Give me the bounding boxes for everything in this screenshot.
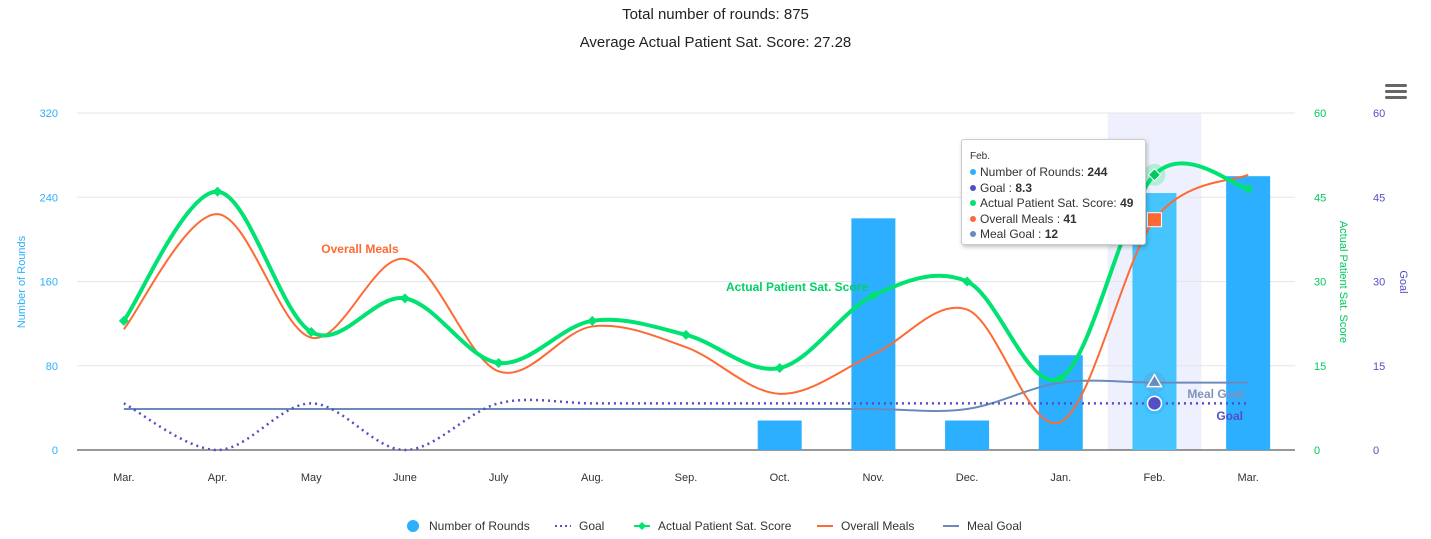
bar-number-of-rounds — [945, 420, 990, 450]
goal-axis-title: Goal — [1397, 270, 1409, 293]
sat-score-marker — [774, 362, 785, 373]
goal-axis-tick: 45 — [1373, 192, 1385, 204]
chart-subtitle: Average Actual Patient Sat. Score: 27.28 — [579, 34, 852, 51]
chart-title: Total number of rounds: 875 — [622, 6, 809, 23]
goal-axis-tick: 15 — [1373, 361, 1385, 373]
tooltip-label: Overall Meals : — [980, 211, 1064, 226]
right-axis-tick: 15 — [1314, 361, 1326, 373]
sat-score-hover-marker — [1147, 168, 1162, 182]
tooltip-value: 49 — [1120, 196, 1134, 210]
right-axis-tick: 45 — [1314, 192, 1326, 204]
left-axis-tick: 80 — [46, 361, 58, 373]
series-label-meal-goal: Meal Goal — [1187, 387, 1244, 401]
x-axis-label: Sep. — [675, 472, 698, 484]
tooltip-row: Number of Rounds: 244 — [970, 165, 1137, 181]
goal-axis-tick: 60 — [1373, 108, 1385, 120]
x-axis-label: Dec. — [956, 472, 979, 484]
x-axis-label: June — [393, 472, 417, 484]
x-axis-label: Mar. — [1237, 472, 1258, 484]
x-axis-label: Nov. — [862, 472, 884, 484]
right-axis-tick: 30 — [1314, 277, 1326, 289]
x-axis-label: Feb. — [1143, 472, 1165, 484]
tooltip-value: 12 — [1044, 227, 1059, 241]
tooltip-value: 41 — [1063, 211, 1077, 226]
goal-hover-marker — [1146, 395, 1163, 412]
x-axis-label: July — [489, 472, 509, 484]
series-label-overall-meals: Overall Meals — [321, 242, 399, 256]
tooltip-label: Actual Patient Sat. Score: — [980, 196, 1121, 210]
tooltip-label: Meal Goal : — [980, 227, 1045, 241]
series-dot-icon — [970, 184, 976, 191]
legend-item-number-of-rounds[interactable]: Number of Rounds — [429, 519, 530, 533]
x-axis-label: Jan. — [1050, 472, 1071, 484]
x-axis-label: May — [301, 472, 322, 484]
x-axis-label: Oct. — [770, 472, 790, 484]
series-label-sat-score: Actual Patient Sat. Score — [726, 280, 868, 294]
tooltip-row: Overall Meals : 41 — [970, 212, 1137, 228]
series-label-goal: Goal — [1216, 409, 1243, 423]
sat-score-marker — [1243, 183, 1254, 194]
tooltip-row: Meal Goal : 12 — [970, 227, 1137, 243]
x-axis-label: Mar. — [113, 472, 134, 484]
legend-item-overall-meals[interactable]: Overall Meals — [841, 519, 914, 533]
bar-number-of-rounds — [851, 218, 896, 450]
sat-score-marker — [587, 315, 598, 326]
series-line-actual-patient-sat-score — [122, 161, 1249, 383]
sat-score-marker — [868, 290, 879, 301]
sat-score-marker — [118, 315, 129, 326]
series-dot-icon — [970, 169, 976, 175]
series-dot-icon — [970, 200, 976, 206]
sat-score-marker — [681, 329, 691, 340]
tooltip-row: Actual Patient Sat. Score: 49 — [970, 196, 1137, 212]
goal-axis-tick: 0 — [1373, 445, 1379, 457]
right-axis-title: Actual Patient Sat. Score — [1337, 221, 1349, 343]
overall-meals-hover-marker — [1146, 212, 1162, 228]
meal-goal-hover-marker — [1146, 373, 1163, 388]
series-dot-icon — [970, 215, 976, 222]
left-axis-title: Number of Rounds — [16, 235, 28, 328]
right-axis-tick: 0 — [1314, 445, 1320, 457]
series-dot-icon — [970, 231, 976, 237]
tooltip-header: Feb. — [970, 151, 991, 162]
left-axis-tick: 320 — [40, 108, 58, 120]
sat-score-marker — [399, 293, 410, 304]
right-axis-tick: 60 — [1314, 108, 1326, 120]
bar-number-of-rounds — [757, 420, 802, 450]
series-line-overall-meals — [123, 173, 1249, 425]
sat-score-marker — [493, 357, 504, 368]
legend-symbol-number-of-rounds — [407, 520, 419, 532]
sat-score-marker — [306, 327, 317, 338]
goal-axis-tick: 30 — [1373, 277, 1385, 289]
legend-item-actual-patient-sat-score[interactable]: Actual Patient Sat. Score — [658, 519, 792, 533]
tooltip-row: Goal : 8.3 — [970, 181, 1137, 197]
x-axis-label: Aug. — [581, 472, 604, 484]
legend-item-meal-goal[interactable]: Meal Goal — [967, 519, 1022, 533]
sat-score-marker — [1055, 373, 1066, 384]
tooltip-value: 8.3 — [1015, 180, 1033, 195]
legend-item-goal[interactable]: Goal — [579, 519, 604, 533]
hamburger-menu-icon[interactable] — [1385, 84, 1407, 102]
legend-symbol-diamond — [638, 522, 646, 530]
left-axis-tick: 160 — [40, 277, 58, 289]
tooltip-label: Goal : — [980, 180, 1016, 195]
x-axis-label: Apr. — [208, 472, 228, 484]
left-axis-tick: 240 — [40, 192, 58, 204]
tooltip-label: Number of Rounds: — [980, 165, 1088, 179]
tooltip-value: 244 — [1087, 165, 1108, 179]
left-axis-tick: 0 — [52, 445, 58, 457]
tooltip: Feb. Number of Rounds: 244 Goal : 8.3 Actu… — [961, 139, 1146, 245]
sat-score-marker — [212, 186, 223, 197]
sat-score-marker — [962, 276, 973, 287]
